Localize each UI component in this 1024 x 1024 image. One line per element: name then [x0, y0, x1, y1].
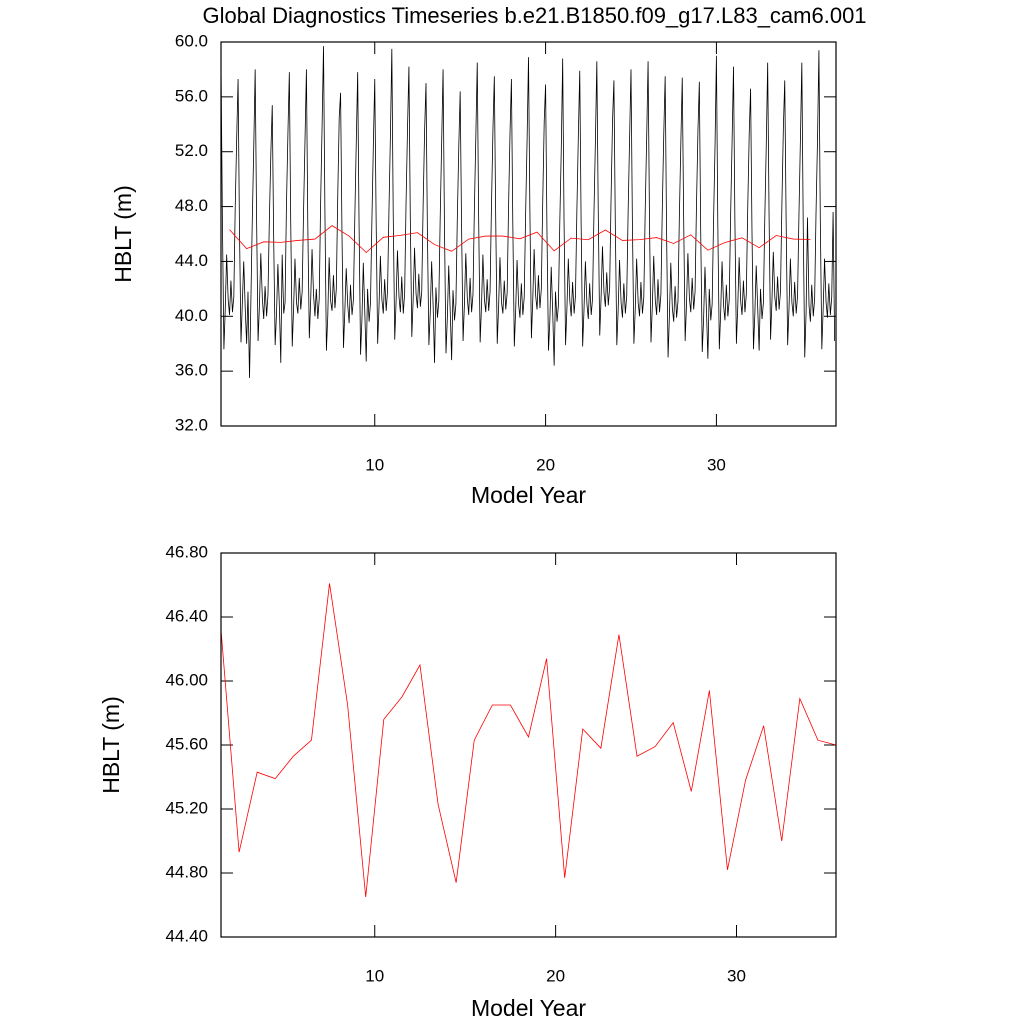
plot-frame: [220, 552, 837, 938]
y-tick-label: 36.0: [175, 361, 208, 380]
x-tick-label: 10: [365, 966, 384, 985]
y-tick-label: 46.80: [165, 542, 208, 561]
data-line: [220, 583, 837, 898]
chart-title: Global Diagnostics Timeseries b.e21.B185…: [202, 3, 866, 28]
y-tick-label: 60.0: [175, 31, 208, 50]
y-tick-label: 45.60: [165, 734, 208, 753]
x-axis-label: Model Year: [471, 482, 586, 508]
data-line: [220, 46, 836, 379]
x-tick-label: 10: [365, 455, 384, 474]
y-tick-label: 46.00: [165, 670, 208, 689]
data-line: [229, 225, 811, 254]
x-tick-label: 30: [727, 966, 746, 985]
y-tick-label: 56.0: [175, 86, 208, 105]
x-tick-label: 30: [707, 455, 726, 474]
y-tick-label: 45.20: [165, 798, 208, 817]
y-axis-label: HBLT (m): [98, 696, 124, 794]
y-tick-label: 52.0: [175, 141, 208, 160]
plot-frame: [220, 41, 837, 427]
y-tick-label: 40.0: [175, 306, 208, 325]
y-tick-label: 44.80: [165, 862, 208, 881]
x-tick-label: 20: [546, 966, 565, 985]
x-tick-label: 20: [536, 455, 555, 474]
y-axis-label: HBLT (m): [110, 185, 136, 283]
y-tick-label: 44.40: [165, 926, 208, 945]
y-tick-label: 32.0: [175, 415, 208, 434]
x-axis-label: Model Year: [471, 995, 586, 1021]
y-tick-label: 46.40: [165, 606, 208, 625]
y-tick-label: 44.0: [175, 251, 208, 270]
y-tick-label: 48.0: [175, 196, 208, 215]
